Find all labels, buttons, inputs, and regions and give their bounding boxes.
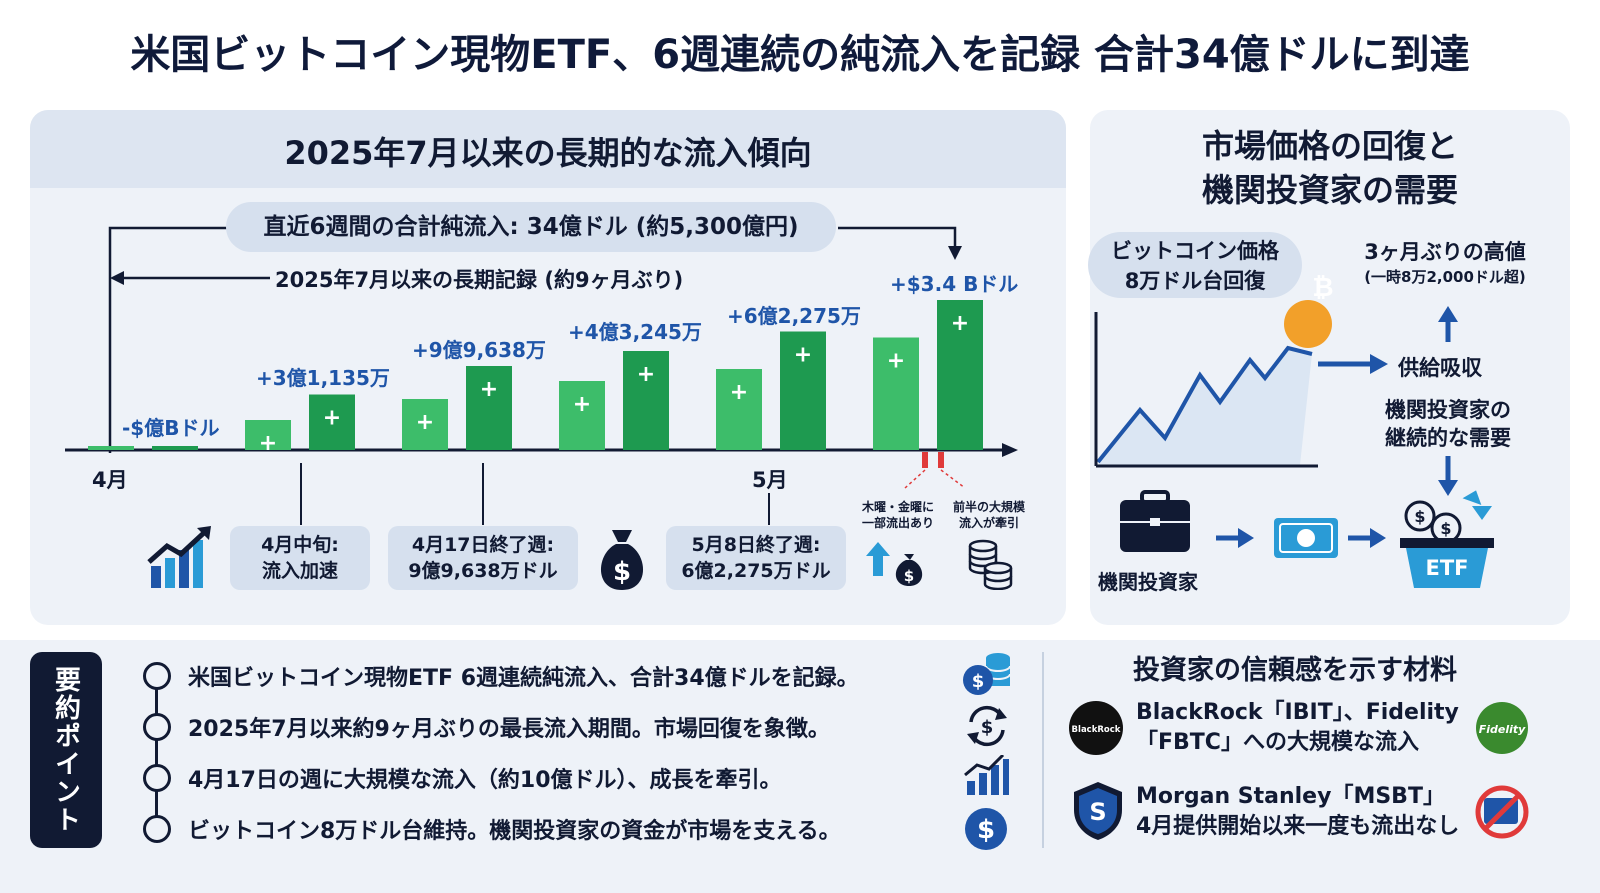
outflow-marker-2	[938, 452, 944, 468]
svg-text:$: $	[1414, 507, 1425, 526]
confidence-heading: 投資家の信頼感を示す材料	[1133, 655, 1457, 686]
bar-week-1-2	[152, 446, 198, 450]
total-bracket-right	[838, 226, 957, 250]
summary-panel	[0, 640, 1600, 893]
note-outflow: 木曜・金曜に 一部流出あり	[861, 500, 934, 530]
svg-text:$: $	[1440, 519, 1451, 538]
summary-tag: 要約ポイント	[30, 652, 102, 848]
market-diagram: $ $	[1094, 300, 1494, 588]
bar-label-4: +4億3,245万	[568, 320, 702, 344]
confidence-item-1: BlackRock「IBIT」、Fidelity 「FBTC」への大規模な流入	[1136, 700, 1459, 755]
bar-week-5-1	[716, 369, 762, 450]
coin-dollar-icon: $	[963, 653, 1011, 695]
dollar-circle-icon: $	[965, 808, 1007, 850]
bars-group: + + + + + + + + + +	[88, 300, 983, 456]
no-outflow-icon	[1475, 785, 1529, 839]
chart-axis-arrow	[1002, 443, 1018, 457]
blackrock-logo: BlackRock	[1069, 701, 1123, 755]
summary-item-2: 2025年7月以来約9ヶ月ぶりの最長流入期間。市場回復を象徴。	[188, 717, 830, 742]
bar-growth-icon	[964, 755, 1009, 795]
bitcoin-symbol: ₿	[1312, 273, 1334, 303]
total-arrow-head	[948, 246, 962, 260]
trend-panel-header	[30, 110, 1066, 188]
bar-plus-6-1: +	[887, 349, 905, 374]
market-heading: 市場価格の回復と 機関投資家の需要	[1201, 127, 1458, 209]
svg-text:S: S	[1089, 798, 1106, 826]
confidence-item-2: Morgan Stanley「MSBT」 4月提供開始以来一度も流出なし	[1136, 784, 1460, 839]
note-early-inflow: 前半の大規模 流入が牽引	[952, 500, 1025, 530]
bar-label-6: +$3.4 Bドル	[890, 272, 1019, 296]
summary-bullet-3	[143, 764, 171, 792]
three-month-high: 3ヶ月ぶりの高値 (一時8万2,000ドル超)	[1364, 240, 1526, 286]
bar-week-5-2	[780, 331, 826, 450]
axis-label-may: 5月	[752, 468, 788, 492]
bar-label-3: +9億9,638万	[412, 338, 546, 362]
summary-item-3: 4月17日の週に大規模な流入（約10億ドル）、成長を牽引。	[188, 768, 782, 793]
cycle-dollar-icon: $	[967, 705, 1007, 747]
bar-plus-3-2: +	[480, 377, 498, 402]
bar-label-2: +3億1,135万	[256, 366, 390, 390]
bar-plus-6-2: +	[951, 311, 969, 336]
summary-divider	[1042, 652, 1044, 848]
bar-week-2-1	[245, 420, 291, 450]
bar-plus-2-1: +	[259, 431, 277, 456]
summary-item-4: ビットコイン8万ドル台維持。機関投資家の資金が市場を支える。	[188, 819, 841, 844]
info-box-may8: 5月8日終了週: 6億2,275万ドル	[666, 526, 846, 590]
bar-plus-4-1: +	[573, 392, 591, 417]
coin-stack-icon	[968, 539, 1013, 590]
money-bag-icon: $	[600, 530, 644, 590]
bar-label-1: -$億Bドル	[122, 416, 220, 440]
bar-plus-5-2: +	[794, 343, 812, 368]
page-title: 米国ビットコイン現物ETF、6週連続の純流入を記録 合計34億ドルに到達	[130, 32, 1470, 78]
shield-icon: S	[1074, 782, 1122, 840]
fidelity-logo: Fidelity	[1476, 702, 1528, 754]
outflow-marker-1	[922, 452, 928, 468]
arrow-up-money-icon: $	[866, 542, 923, 586]
record-arrow-head	[110, 271, 124, 285]
svg-text:$: $	[613, 557, 631, 587]
bar-week-3-1	[402, 399, 448, 450]
svg-text:$: $	[972, 671, 985, 692]
bar-plus-2-2: +	[323, 406, 341, 431]
bar-week-1-1	[88, 446, 134, 450]
institutional-demand: 機関投資家の 継続的な需要	[1385, 398, 1511, 450]
svg-text:$: $	[904, 567, 914, 585]
info-box-mid-april: 4月中旬: 流入加速	[230, 526, 370, 590]
record-label: 2025年7月以来の長期記録 (約9ヶ月ぶり)	[275, 268, 684, 292]
summary-timeline	[155, 674, 158, 830]
summary-item-1: 米国ビットコイン現物ETF 6週連続純流入、合計34億ドルを記録。	[188, 666, 859, 691]
svg-text:$: $	[977, 815, 995, 845]
bar-week-6-1	[873, 337, 919, 450]
btc-price-pill: ビットコイン価格 8万ドル台回復	[1088, 232, 1302, 298]
total-inflow-pill: 直近6週間の合計純流入: 34億ドル (約5,300億円)	[226, 202, 836, 252]
summary-tag-label: 要約ポイント	[50, 666, 81, 834]
bar-week-6-2	[937, 300, 983, 450]
bitcoin-icon	[1284, 300, 1332, 348]
trend-chart: + + + + + + + + + +	[65, 226, 1018, 525]
info-box-apr17: 4月17日終了週: 9億9,638万ドル	[388, 526, 578, 590]
etf-label: ETF	[1425, 556, 1469, 580]
trend-heading: 2025年7月以来の長期的な流入傾向	[284, 134, 812, 172]
supply-absorption: 供給吸収	[1398, 356, 1482, 380]
svg-text:BlackRock: BlackRock	[1072, 725, 1121, 735]
bar-plus-5-1: +	[730, 380, 748, 405]
summary-bullet-1	[143, 662, 171, 690]
bar-week-2-2	[309, 394, 355, 450]
bar-week-3-2	[466, 366, 512, 450]
etf-basket-icon: $ $	[1400, 490, 1494, 588]
svg-text:Fidelity: Fidelity	[1479, 723, 1526, 736]
bar-plus-3-1: +	[416, 410, 434, 435]
growth-chart-icon	[147, 526, 211, 588]
briefcase-icon	[1120, 490, 1190, 552]
svg-text:$: $	[981, 717, 994, 738]
bar-week-4-2	[623, 351, 669, 450]
summary-bullet-2	[143, 713, 171, 741]
summary-bullet-4	[143, 815, 171, 843]
bar-label-5: +6億2,275万	[727, 304, 861, 328]
cash-icon	[1274, 518, 1338, 558]
bar-week-4-1	[559, 381, 605, 450]
bar-plus-4-2: +	[637, 362, 655, 387]
investor-label: 機関投資家	[1098, 570, 1198, 594]
axis-label-april: 4月	[92, 468, 128, 492]
